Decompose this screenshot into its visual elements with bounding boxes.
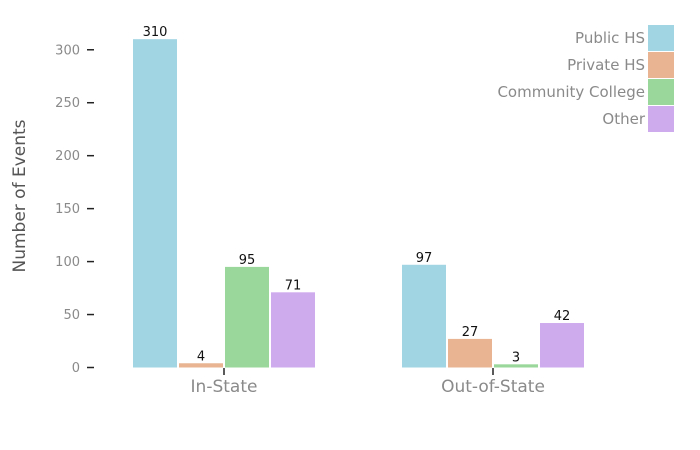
data-label-public-hs-out-of-state: 97 — [416, 251, 433, 266]
bar-private-hs-out-of-state — [448, 338, 492, 368]
y-axis: 0 50 100 150 200 250 300 — [55, 43, 94, 376]
data-label-community-college-in-state: 95 — [239, 253, 256, 268]
y-axis-title: Number of Events — [10, 119, 30, 272]
y-tick-label: 0 — [72, 361, 80, 376]
y-tick-label: 250 — [55, 96, 80, 111]
x-tick-label-in-state: In-State — [191, 377, 258, 397]
legend-label-private-hs: Private HS — [567, 56, 645, 74]
data-label-other-out-of-state: 42 — [554, 309, 571, 324]
legend-label-community-college: Community College — [497, 83, 645, 101]
y-tick-label: 200 — [55, 149, 80, 164]
x-tick-label-out-of-state: Out-of-State — [441, 377, 545, 397]
legend-swatch-other — [648, 106, 674, 132]
legend: Public HS Private HS Community College Othe… — [497, 25, 674, 132]
bar-private-hs-in-state — [179, 363, 223, 368]
bar-public-hs-out-of-state — [402, 264, 446, 368]
x-axis: In-State Out-of-State — [191, 368, 545, 397]
data-label-private-hs-out-of-state: 27 — [462, 325, 479, 340]
legend-label-public-hs: Public HS — [575, 29, 645, 47]
bar-community-college-in-state — [225, 266, 269, 368]
y-tick-label: 150 — [55, 202, 80, 217]
bar-community-college-out-of-state — [494, 364, 538, 368]
bar-other-in-state — [271, 292, 315, 368]
legend-swatch-public-hs — [648, 25, 674, 51]
data-label-other-in-state: 71 — [285, 278, 302, 293]
legend-label-other: Other — [602, 110, 645, 128]
data-labels: 310 4 95 71 97 27 3 42 — [143, 25, 571, 365]
data-label-public-hs-in-state: 310 — [143, 25, 168, 40]
data-label-private-hs-in-state: 4 — [197, 349, 205, 364]
y-tick-label: 300 — [55, 43, 80, 58]
bar-other-out-of-state — [540, 323, 584, 368]
legend-swatch-community-college — [648, 79, 674, 105]
bar-public-hs-in-state — [133, 39, 177, 368]
bars — [133, 39, 584, 368]
data-label-community-college-out-of-state: 3 — [512, 350, 520, 365]
y-tick-label: 100 — [55, 255, 80, 270]
y-tick-label: 50 — [63, 308, 80, 323]
legend-swatch-private-hs — [648, 52, 674, 78]
